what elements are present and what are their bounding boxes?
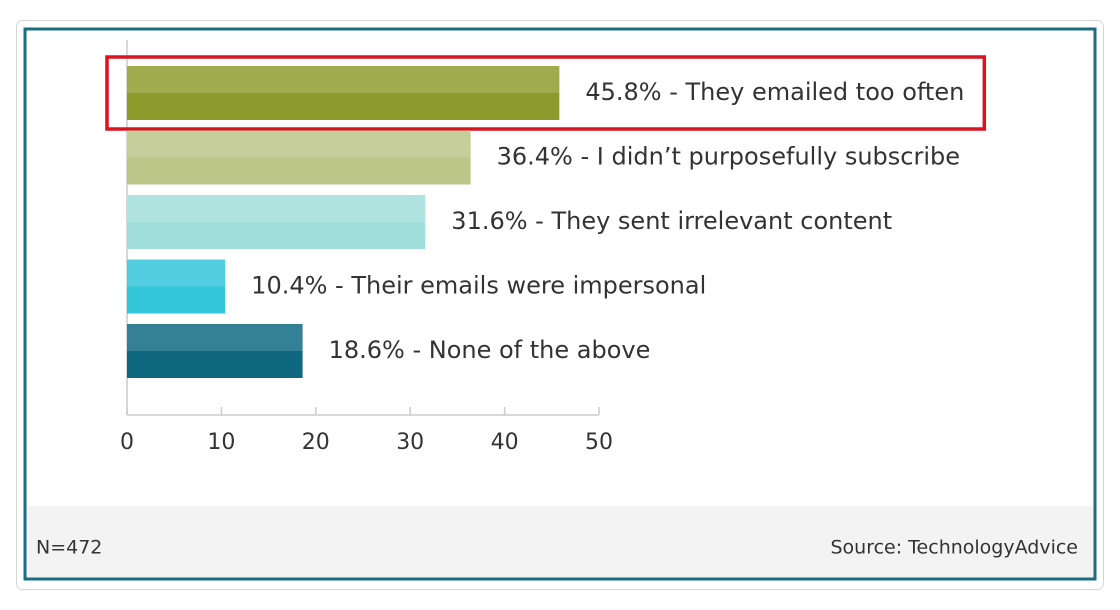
bar	[127, 130, 471, 185]
bar-sheen	[127, 259, 226, 287]
x-tick-label: 20	[302, 430, 330, 455]
bar	[127, 324, 303, 378]
bar	[127, 259, 226, 314]
bar-label: 10.4% - Their emails were impersonal	[251, 272, 706, 300]
bar-label: 18.6% - None of the above	[329, 336, 651, 364]
bar	[127, 195, 426, 249]
bar	[127, 66, 560, 120]
bar-sheen	[127, 66, 560, 93]
bar-label: 36.4% - I didn’t purposefully subscribe	[497, 143, 960, 171]
bar-sheen	[127, 324, 303, 351]
bar-label: 45.8% - They emailed too often	[585, 78, 964, 106]
x-tick-label: 10	[207, 430, 235, 455]
bar-label: 31.6% - They sent irrelevant content	[451, 207, 892, 235]
footer-band	[26, 506, 1094, 578]
highlight-box	[105, 55, 987, 131]
bar-sheen	[127, 195, 426, 222]
source: Source: TechnologyAdvice	[830, 537, 1078, 559]
x-tick-label: 50	[585, 430, 613, 455]
x-tick-label: 40	[491, 430, 519, 455]
bar-sheen	[127, 130, 471, 158]
sample-size: N=472	[36, 537, 102, 559]
x-tick-label: 0	[120, 430, 134, 455]
x-tick-label: 30	[396, 430, 424, 455]
